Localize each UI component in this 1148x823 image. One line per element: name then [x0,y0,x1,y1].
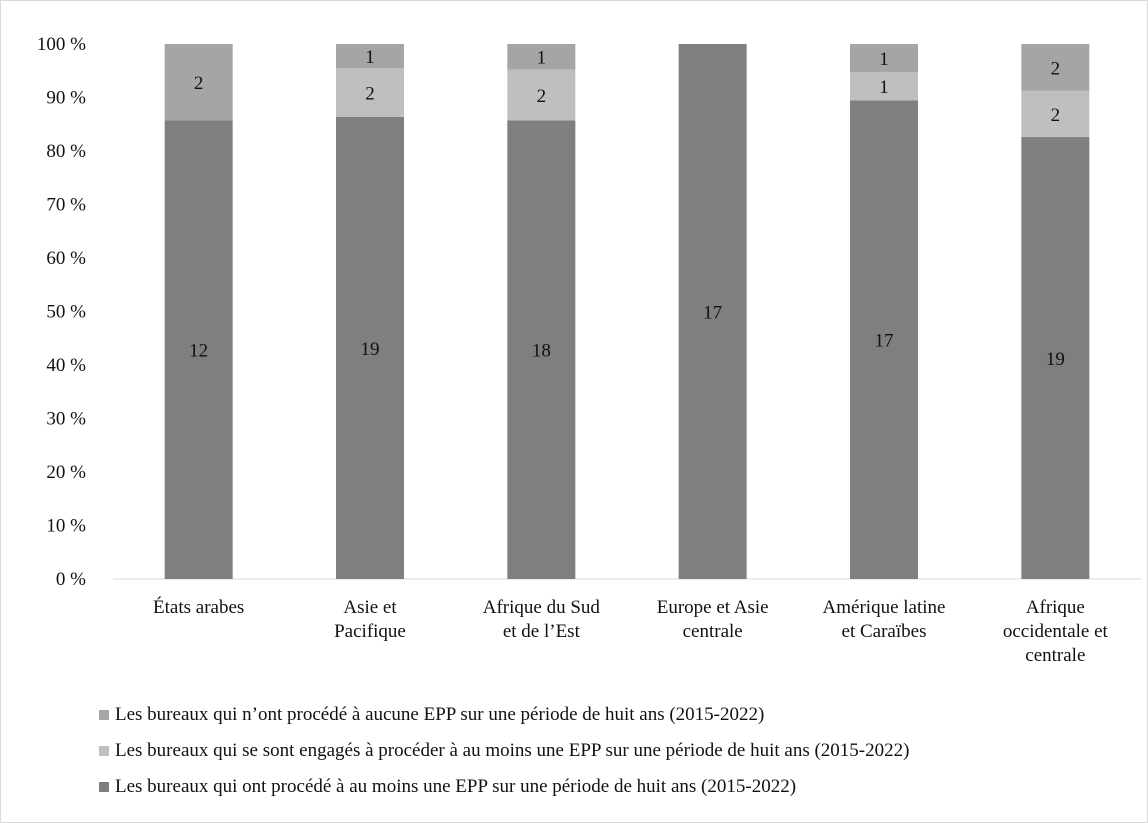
legend-swatch-completed [99,782,109,792]
x-tick-label: Amérique latine et Caraïbes [823,597,946,642]
legend-item-committed: Les bureaux qui se sont engagés à procéd… [99,737,909,765]
data-label: 2 [1051,58,1061,79]
y-tick-label: 0 % [56,569,86,590]
y-tick-label: 20 % [46,462,86,483]
data-label: 1 [879,49,889,70]
bar-segment [336,116,404,580]
y-tick-label: 60 % [46,248,86,269]
data-label: 17 [703,303,722,324]
bar-segment [1021,44,1090,91]
data-label: 18 [532,341,551,362]
data-label: 2 [1051,105,1061,126]
y-tick-label: 80 % [46,141,86,162]
legend-swatch-committed [99,746,109,756]
y-tick-label: 10 % [46,516,86,537]
data-label: 2 [194,73,204,94]
bar-segment [164,120,233,579]
y-tick-label: 90 % [46,88,86,109]
bar-segment [336,68,404,117]
data-label: 2 [537,86,547,107]
bar-segment [678,44,747,579]
bar-segment [1021,90,1090,138]
data-label: 1 [537,48,547,69]
legend-item-completed: Les bureaux qui ont procédé à au moins u… [99,773,909,801]
bar-segment [164,44,233,121]
stacked-bar-chart: 0 % 10 % 20 % 30 % 40 % 50 % 60 % 70 % 80 % 90 % 1… [37,34,1141,666]
legend-label-completed: Les bureaux qui ont procédé à au moins u… [115,776,797,797]
x-tick-label: Afrique occidentale et centrale [1003,597,1109,666]
y-tick-label: 30 % [46,409,86,430]
bar-segment [507,44,576,70]
data-label: 12 [189,341,208,362]
data-label: 19 [361,339,380,360]
bar-segment [850,100,918,579]
bar-segment [850,72,918,101]
x-tick-label: États arabes [153,596,244,618]
legend-item-none: Les bureaux qui n’ont procédé à aucune E… [99,701,909,729]
x-tick-label: Afrique du Sud et de l’Est [483,597,601,642]
legend-swatch-none [99,710,109,720]
y-tick-label: 70 % [46,195,86,216]
y-tick-label: 100 % [37,34,86,55]
bar-segment [507,120,576,579]
bar-segment [507,69,576,121]
data-label: 17 [875,331,894,352]
legend-label-committed: Les bureaux qui se sont engagés à procéd… [115,740,910,761]
data-label: 19 [1046,349,1065,370]
data-label: 2 [365,84,375,105]
bar-segment [850,44,918,73]
data-label: 1 [879,77,889,98]
x-tick-label: Europe et Asie centrale [657,597,769,642]
bar-segment [336,44,404,69]
y-tick-label: 50 % [46,302,86,323]
legend-label-none: Les bureaux qui n’ont procédé à aucune E… [115,704,765,725]
bar-segment [1021,137,1090,580]
y-tick-label: 40 % [46,355,86,376]
x-tick-label: Asie et Pacifique [334,597,406,642]
data-label: 1 [365,47,375,68]
legend: Les bureaux qui n’ont procédé à aucune E… [99,701,909,809]
